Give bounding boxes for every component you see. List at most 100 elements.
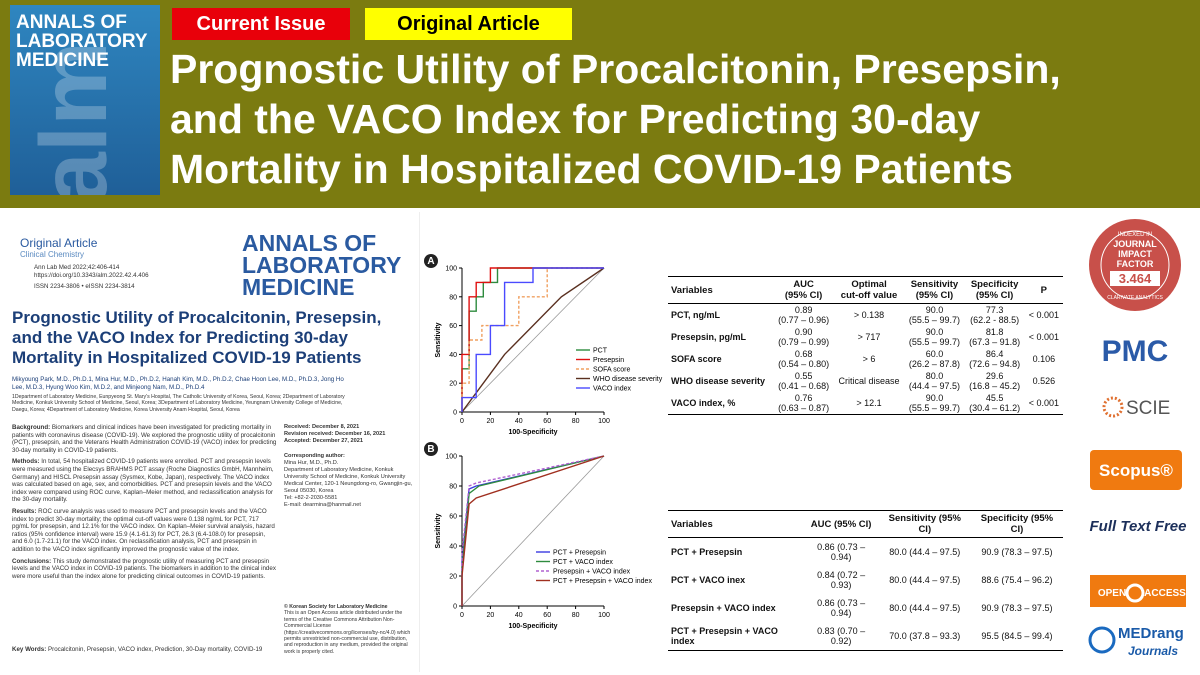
abstract-paragraph: Conclusions: This study demonstrated the… — [12, 558, 277, 581]
article-kicker: Original Article — [20, 236, 98, 250]
table-cell: 80.0 (44.4 – 97.5) — [889, 547, 961, 557]
table-cell: 0.83 (0.70 – 0.92) — [803, 622, 879, 651]
table: Variables AUC (95% CI) Optimal cut-off val… — [668, 276, 1063, 415]
x-tick-label: 80 — [572, 418, 580, 425]
open-access: ACCESS — [1144, 588, 1186, 599]
scie-logo: SCIE — [1126, 398, 1170, 419]
medrang-logo: Journals — [1128, 644, 1178, 658]
headline: Mortality in Hospitalized COVID-19 Patie… — [170, 146, 1013, 192]
column-header: Specificity (95% CI) — [964, 276, 1025, 304]
table-cell: 0.84 (0.72 – 0.93) — [817, 570, 866, 590]
x-tick-label: 20 — [487, 612, 495, 619]
corresponding-email: E-mail: dearmina@hanmail.net — [284, 502, 361, 508]
table-a: Variables AUC (95% CI) Optimal cut-off val… — [668, 276, 1063, 415]
table-cell: WHO disease severity — [671, 376, 766, 386]
table-cell: 81.8 (67.3 – 91.8) — [969, 327, 1021, 347]
table-cell: Critical disease — [838, 376, 900, 386]
date: Revision received: December 16, 2021 — [284, 431, 386, 437]
header-row: Variables AUC (95% CI) Optimal cut-off val… — [668, 276, 1063, 304]
table-row: Presepsin + VACO index 0.86 (0.73 – 0.94)… — [668, 594, 1063, 622]
keywords-label: Key Words: — [12, 646, 47, 653]
table-cell: < 0.001 — [1028, 332, 1059, 342]
table-cell: 0.86 (0.73 – 0.94) — [817, 598, 866, 618]
abstract-text: In total, 54 hospitalized COVID-19 patie… — [12, 458, 274, 504]
full-text-free: Full Text Free — [1090, 518, 1187, 535]
table-cell: 0.90 (0.79 – 0.99) — [778, 327, 830, 347]
impact-line: JOURNAL — [1113, 239, 1157, 249]
table-cell: PCT + Presepsin + VACO index — [668, 622, 804, 651]
reference-line — [461, 455, 605, 607]
table-cell: 0.68 (0.54 – 0.80) — [778, 349, 830, 369]
column-header: Sensitivity (95% CI) — [904, 276, 965, 304]
y-tick-label: 20 — [449, 381, 457, 388]
column-header: Specificity (95% CI) — [970, 510, 1063, 538]
table-cell: > 12.1 — [833, 392, 905, 415]
panel-badge — [424, 442, 438, 456]
table-cell: 80.0 (44.4 – 97.5) — [889, 575, 961, 585]
legend-label: VACO index — [593, 386, 631, 393]
medrang-icon — [1088, 626, 1116, 654]
scopus-logo: Scopus® — [1099, 461, 1173, 480]
abstract-text: Biomarkers and clinical indices have bee… — [12, 424, 277, 454]
table-row: PCT + Presepsin 0.86 (0.73 – 0.94) 80.0 (4… — [668, 538, 1063, 567]
legend-label: Presepsin — [593, 357, 624, 364]
table-row: PCT + VACO inex 0.84 (0.72 – 0.93) 80.0 (4… — [668, 566, 1063, 594]
table-cell: 0.55 (0.41 – 0.68) — [778, 371, 830, 391]
table-cell: > 0.138 — [853, 310, 885, 320]
keywords-text: Procalcitonin, Presepsin, VACO index, Pr… — [48, 646, 263, 653]
copyright-holder: © Korean Society for Laboratory Medicine — [284, 604, 388, 610]
column-header: P — [1024, 276, 1063, 304]
table-cell: 60.0 (26.2 – 87.8) — [908, 349, 960, 369]
abstract-text: ROC curve analysis was used to measure P… — [12, 507, 275, 553]
logo-line: ANNALS OF — [242, 230, 377, 256]
keywords: Key Words: Procalcitonin, Presepsin, VAC… — [12, 646, 277, 654]
column-header: AUC (95% CI) — [803, 510, 879, 538]
header-row: Variables AUC (95% CI) Sensitivity (95% CI… — [668, 510, 1063, 538]
impact-bottom: CLARIVATE ANALYTICS — [1107, 295, 1163, 301]
citation: Ann Lab Med 2022;42:406-414 — [34, 264, 120, 271]
corresponding-label: Corresponding author: — [284, 453, 345, 459]
cover-title: ANNALS OF — [16, 12, 127, 33]
corresponding-name: Mina Hur, M.D., Ph.D. — [284, 460, 339, 466]
doi: https://doi.org/10.3343/alm.2022.42.4.40… — [34, 272, 149, 279]
x-tick-label: 60 — [543, 418, 551, 425]
table-row: PCT, ng/mL 0.89 (0.77 – 0.96) > 0.138 90.0 … — [668, 304, 1063, 327]
legend-label: SOFA score — [593, 367, 630, 374]
y-axis-label: Sensitivity — [435, 513, 442, 548]
y-tick-label: 100 — [445, 266, 457, 273]
table-row: VACO index, % 0.76 (0.63 – 0.87) > 12.1 90.… — [668, 392, 1063, 415]
date: Received: December 8, 2021 — [284, 424, 360, 430]
table-cell: 90.9 (78.3 – 97.5) — [981, 547, 1053, 557]
x-tick-label: 80 — [572, 612, 580, 619]
sidebar: INDEXED IN JOURNAL IMPACT FACTOR 3.464 C… — [1088, 219, 1187, 658]
impact-value-box — [1110, 271, 1160, 286]
headline: Prognostic Utility of Procalcitonin, Pre… — [170, 46, 1061, 92]
roc-curve — [461, 267, 604, 412]
impact-value: 3.464 — [1119, 271, 1152, 286]
table-cell: PCT + VACO inex — [671, 575, 746, 585]
table-cell: Presepsin, pg/mL — [671, 332, 747, 342]
column-header: Optimal cut-off value — [833, 276, 905, 304]
open-access-icon — [1125, 583, 1145, 603]
article-page: Original Article Clinical Chemistry Ann … — [8, 212, 420, 672]
abstract: Background: Biomarkers and clinical indi… — [12, 424, 277, 584]
table-row: Presepsin, pg/mL 0.90 (0.79 – 0.99) > 717 9… — [668, 326, 1063, 348]
table-cell: 86.4 (72.6 – 94.8) — [969, 349, 1021, 369]
badge: Current Issue — [172, 8, 350, 40]
column-header: Variables — [668, 276, 774, 304]
abstract-label: Results: — [12, 507, 37, 515]
table-cell: 29.6 (16.8 – 45.2) — [969, 371, 1021, 391]
legend-label: Presepsin + VACO index — [553, 569, 631, 576]
y-tick-label: 20 — [449, 574, 457, 581]
table-cell: 0.86 (0.73 – 0.94) — [817, 542, 866, 562]
table-cell: 95.5 (84.5 – 99.4) — [970, 622, 1063, 651]
roc-curve — [461, 455, 605, 606]
table-cell: 45.5 (30.4 – 61.2) — [964, 392, 1025, 415]
table-cell: 70.0 (37.8 – 93.3) — [878, 622, 971, 651]
table-cell: VACO index, % — [668, 392, 774, 415]
table-cell: 90.9 (78.3 – 97.5) — [981, 603, 1053, 613]
legend-label: WHO disease severity — [593, 376, 663, 383]
panel-label: A — [427, 256, 434, 267]
